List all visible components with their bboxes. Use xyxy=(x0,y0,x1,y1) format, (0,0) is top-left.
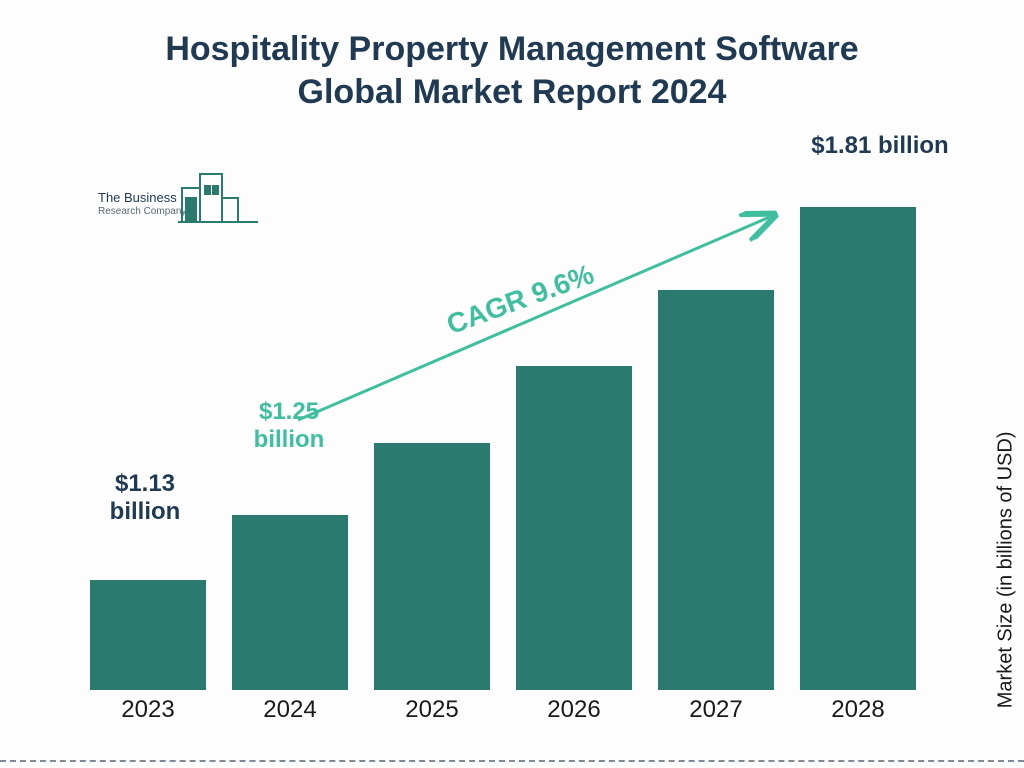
bar-chart xyxy=(90,180,920,690)
bottom-divider xyxy=(0,760,1024,762)
y-axis-label: Market Size (in billions of USD) xyxy=(995,432,1018,709)
x-axis-tick-label: 2023 xyxy=(90,696,206,724)
bar xyxy=(658,290,774,690)
x-axis-tick-label: 2026 xyxy=(516,696,632,724)
x-axis-labels: 2023 2024 2025 2026 2027 2028 xyxy=(90,696,920,732)
bar-fill xyxy=(374,443,490,690)
value-label: $1.13billion xyxy=(90,470,200,525)
bar xyxy=(516,366,632,690)
bar xyxy=(800,207,916,690)
value-label: $1.81 billion xyxy=(770,132,990,160)
bar-fill xyxy=(232,515,348,690)
bar-fill xyxy=(90,580,206,690)
x-axis-tick-label: 2028 xyxy=(800,696,916,724)
bar-fill xyxy=(516,366,632,690)
bar xyxy=(374,443,490,690)
x-axis-tick-label: 2024 xyxy=(232,696,348,724)
bar-fill xyxy=(800,207,916,690)
bar-fill xyxy=(658,290,774,690)
bars-region xyxy=(90,180,920,690)
bar xyxy=(90,580,206,690)
x-axis-tick-label: 2027 xyxy=(658,696,774,724)
bar xyxy=(232,515,348,690)
title-line-2: Global Market Report 2024 xyxy=(298,73,727,111)
chart-title: Hospitality Property Management Software… xyxy=(0,28,1024,113)
value-label: $1.25billion xyxy=(234,398,344,453)
title-line-1: Hospitality Property Management Software xyxy=(165,30,858,68)
x-axis-tick-label: 2025 xyxy=(374,696,490,724)
